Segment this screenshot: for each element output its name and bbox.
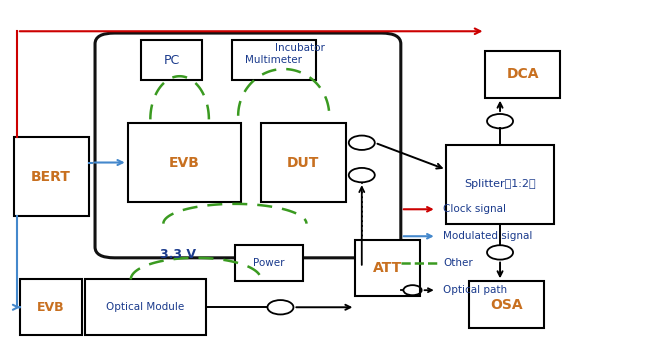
Text: Splitter（1:2）: Splitter（1:2） — [464, 179, 536, 189]
Bar — [231, 40, 316, 80]
Bar — [261, 123, 346, 202]
Text: EVB: EVB — [169, 156, 200, 170]
Bar — [447, 144, 554, 224]
Text: BERT: BERT — [31, 170, 71, 184]
Text: Optical Module: Optical Module — [106, 302, 185, 312]
Text: Other: Other — [443, 258, 473, 268]
Bar — [235, 245, 303, 281]
Bar — [355, 240, 421, 296]
Text: Power: Power — [254, 258, 285, 268]
Text: Optical path: Optical path — [443, 285, 507, 295]
Bar — [141, 40, 202, 80]
Bar — [485, 51, 560, 98]
Bar — [14, 137, 89, 217]
Text: ATT: ATT — [373, 261, 402, 275]
Text: DUT: DUT — [287, 156, 319, 170]
FancyBboxPatch shape — [95, 33, 401, 258]
Text: Incubator: Incubator — [275, 43, 325, 53]
Text: Multimeter: Multimeter — [245, 55, 303, 65]
Text: PC: PC — [164, 53, 179, 66]
Text: 3.3 V: 3.3 V — [160, 248, 196, 261]
Text: DCA: DCA — [507, 68, 539, 82]
Bar — [85, 279, 205, 335]
Text: OSA: OSA — [490, 297, 523, 312]
Text: Clock signal: Clock signal — [443, 204, 506, 214]
Bar — [20, 279, 82, 335]
Bar — [469, 281, 544, 328]
Text: Modulated signal: Modulated signal — [443, 231, 533, 241]
Text: EVB: EVB — [37, 301, 65, 314]
Bar — [128, 123, 241, 202]
